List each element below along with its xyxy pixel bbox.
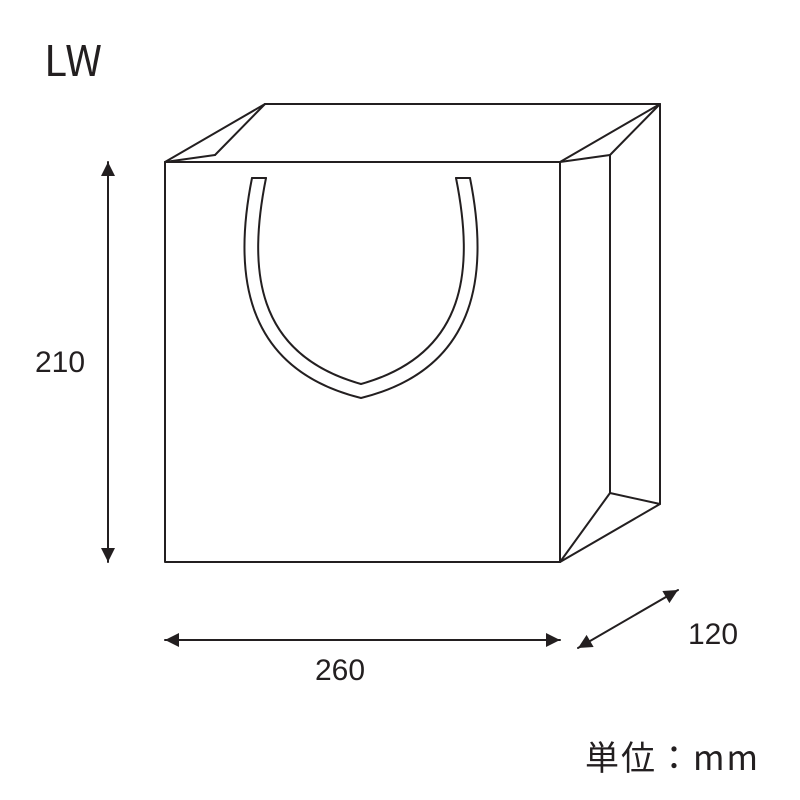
bag-diagram: 210 260 120 xyxy=(0,0,800,800)
diagram-title: LW xyxy=(44,28,103,89)
dim-height-label: 210 xyxy=(35,346,85,379)
dim-width-label: 260 xyxy=(315,654,365,687)
dim-depth-label: 120 xyxy=(688,618,738,651)
unit-label: 単位：mm xyxy=(585,731,760,780)
